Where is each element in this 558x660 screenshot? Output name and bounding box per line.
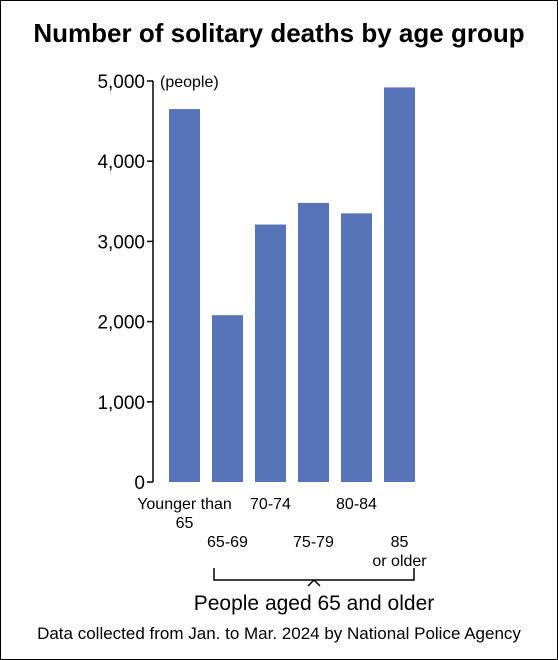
y-tick-label: 4,000 bbox=[97, 152, 145, 173]
bracket-line bbox=[213, 568, 415, 587]
category-label-line: 65-69 bbox=[207, 534, 248, 551]
bar bbox=[384, 87, 415, 482]
bar bbox=[212, 315, 243, 482]
y-tick-label: 2,000 bbox=[97, 313, 145, 334]
category-label: Younger than 65 bbox=[137, 496, 232, 532]
category-label-line: 75-79 bbox=[293, 534, 334, 551]
category-label: 80-84 bbox=[336, 496, 377, 513]
y-tick-label: 3,000 bbox=[97, 232, 145, 253]
y-tick-label: 1,000 bbox=[97, 393, 145, 414]
unit-label: (people) bbox=[160, 74, 219, 91]
category-label-line: 80-84 bbox=[336, 496, 377, 513]
bracket-label: People aged 65 and older bbox=[194, 592, 435, 615]
y-tick-label: 0 bbox=[134, 473, 145, 494]
y-axis: 0 1,000 2,000 3,000 4,000 5,000 bbox=[97, 72, 154, 494]
category-label-line: Younger than bbox=[137, 496, 232, 513]
category-label: 75-79 bbox=[293, 534, 334, 551]
category-label-line: 70-74 bbox=[250, 496, 291, 513]
y-tick-label: 5,000 bbox=[97, 72, 145, 93]
chart-title: Number of solitary deaths by age group bbox=[33, 18, 525, 48]
age-bracket bbox=[213, 568, 415, 587]
category-label: 85 or older bbox=[372, 534, 427, 570]
bar bbox=[341, 213, 372, 482]
category-label-line: 65 bbox=[176, 515, 194, 532]
category-label: 70-74 bbox=[250, 496, 291, 513]
category-label: 65-69 bbox=[207, 534, 248, 551]
category-label-line: 85 bbox=[391, 534, 409, 551]
source-note: Data collected from Jan. to Mar. 2024 by… bbox=[37, 624, 521, 643]
bar bbox=[255, 224, 286, 483]
category-labels: Younger than 65 65-69 70-74 75-79 80-84 85 or o… bbox=[137, 496, 427, 570]
category-label-line: or older bbox=[372, 553, 427, 570]
bars bbox=[169, 87, 415, 483]
bar bbox=[169, 109, 200, 482]
bar bbox=[298, 202, 329, 483]
